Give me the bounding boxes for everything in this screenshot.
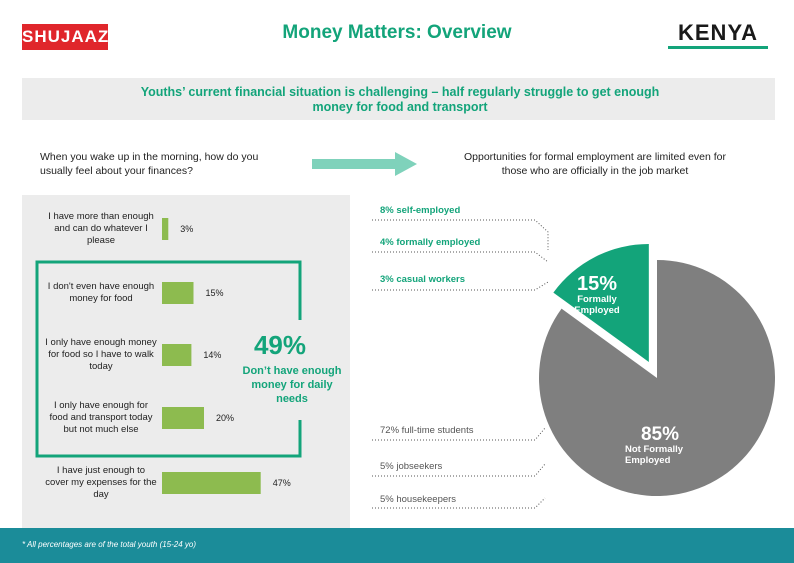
bar (162, 407, 204, 429)
arrow (312, 152, 417, 176)
footer-bar (0, 528, 794, 563)
banner-text: Youths’ current financial situation is c… (140, 85, 660, 114)
pie-slice (538, 260, 775, 497)
slice-value: 85% (641, 424, 679, 445)
question: When you wake up in the morning, how do … (40, 151, 259, 177)
callout-label: 5% housekeepers (380, 494, 457, 505)
value-label: 47% (273, 478, 291, 488)
callout-lines (372, 219, 549, 509)
slice-label: Formally Employed (574, 294, 620, 316)
bar (162, 472, 261, 494)
category-label: I have just enough to cover my expenses … (45, 465, 157, 500)
callout-label: 3% casual workers (380, 274, 466, 285)
bar (162, 344, 192, 366)
callout-label: 8% self-employed (380, 205, 461, 216)
value-label: 3% (180, 224, 193, 234)
value-label: 14% (203, 350, 221, 360)
pie-slice (553, 243, 649, 362)
callout-label: 4% formally employed (380, 237, 481, 248)
highlight-text: Don’t have enough money for daily needs (242, 365, 342, 405)
logo-left: SHUJAAZ (22, 24, 108, 50)
category-label: I don't even have enough money for food (47, 281, 155, 304)
bar (162, 282, 194, 304)
page-title: Money Matters: Overview (282, 22, 512, 43)
banner-bg (22, 78, 775, 120)
callout-label: 5% jobseekers (380, 461, 443, 472)
bar (162, 218, 169, 240)
footer-note: * All percentages are of the total youth… (22, 540, 197, 549)
value-label: 20% (216, 413, 234, 423)
callout-label: 72% full-time students (380, 425, 474, 436)
value-label: 15% (206, 288, 224, 298)
highlight-frame (35, 260, 302, 458)
highlight-value: 49% (253, 330, 307, 360)
category-label: I only have enough for food and transpor… (49, 400, 153, 435)
category-label: I only have enough money for food so I h… (45, 337, 157, 372)
logo-right: KENYA (668, 20, 768, 49)
category-label: I have more than enough and can do whate… (48, 211, 154, 246)
pie-title: Opportunities for formal employment are … (463, 151, 727, 177)
slice-label: Not Formally Employed (625, 444, 684, 466)
slice-value: 15% (577, 273, 617, 295)
